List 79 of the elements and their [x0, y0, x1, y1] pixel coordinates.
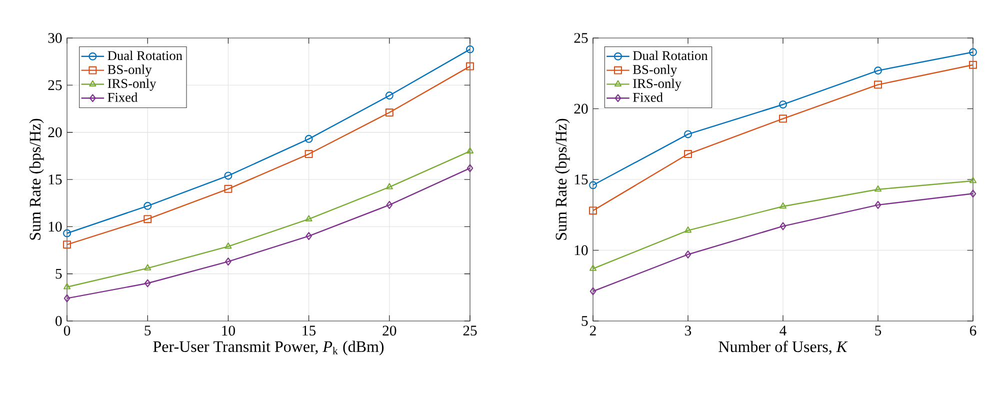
- legend-label: BS-only: [633, 64, 678, 77]
- legend-label: Dual Rotation: [633, 50, 708, 60]
- point: [684, 150, 692, 158]
- legend-label: IRS-only: [633, 78, 682, 91]
- point: [874, 185, 882, 192]
- point: [969, 176, 977, 184]
- point: [386, 200, 393, 209]
- x-tick-label: 3: [685, 326, 692, 336]
- point: [466, 147, 474, 154]
- point: [874, 200, 882, 209]
- x-tick-label: 4: [780, 326, 786, 336]
- y-tick-label: 0: [56, 316, 62, 326]
- point: [224, 172, 232, 180]
- x-tick-label: 6: [970, 326, 976, 336]
- point: [224, 242, 232, 249]
- y-tick-label: 20: [48, 127, 62, 138]
- point: [970, 190, 976, 198]
- x-tick-label: 5: [875, 326, 882, 336]
- point: [306, 232, 312, 240]
- y-tick-label: 25: [574, 33, 588, 43]
- point: [780, 222, 786, 230]
- point: [684, 250, 692, 258]
- point: [304, 150, 313, 158]
- y-axis-title: Sum Rate (bps/Hz): [29, 118, 44, 240]
- point: [144, 279, 151, 288]
- point: [144, 215, 152, 224]
- x-tick-label: 2: [590, 326, 596, 336]
- point: [779, 202, 787, 209]
- point: [466, 45, 474, 54]
- point: [385, 92, 394, 100]
- point: [684, 226, 692, 233]
- point: [466, 164, 474, 172]
- point: [779, 114, 787, 123]
- point: [466, 62, 474, 70]
- point: [305, 215, 312, 222]
- y-tick-label: 15: [574, 174, 588, 184]
- y-tick-label: 10: [48, 222, 62, 232]
- point: [589, 264, 597, 271]
- point: [225, 258, 232, 266]
- y-tick-label: 5: [56, 268, 62, 279]
- point: [968, 48, 977, 56]
- point: [63, 240, 72, 249]
- point: [63, 283, 71, 290]
- x-tick-label: 25: [463, 326, 477, 336]
- x-tick-label: 10: [222, 326, 235, 336]
- point: [874, 80, 882, 89]
- y-axis-title: Sum Rate (bps/Hz): [555, 118, 570, 240]
- point: [684, 130, 692, 138]
- legend-label: Fixed: [108, 92, 138, 102]
- point: [590, 287, 596, 296]
- y-tick-label: 15: [48, 174, 62, 184]
- legend-label: Dual Rotation: [108, 50, 182, 60]
- y-tick-label: 10: [574, 245, 588, 256]
- point: [779, 100, 787, 108]
- point: [968, 60, 977, 69]
- point: [144, 202, 152, 210]
- x-axis-title: Number of Users, K: [718, 340, 848, 354]
- point: [144, 264, 152, 270]
- point: [224, 184, 232, 193]
- y-tick-label: 5: [582, 316, 588, 326]
- x-tick-label: 20: [382, 326, 396, 336]
- y-tick-label: 25: [48, 80, 62, 90]
- point: [589, 206, 598, 215]
- x-tick-label: 0: [64, 326, 70, 336]
- point: [589, 181, 598, 190]
- y-tick-label: 20: [574, 104, 588, 114]
- point: [304, 134, 313, 143]
- point: [874, 66, 882, 75]
- legend-label: IRS-only: [108, 78, 156, 91]
- legend-label: BS-only: [108, 64, 152, 77]
- x-tick-label: 15: [302, 326, 316, 336]
- y-tick-label: 30: [48, 33, 62, 43]
- point: [385, 108, 394, 117]
- point: [64, 294, 70, 302]
- point: [386, 183, 393, 190]
- x-tick-label: 5: [144, 326, 151, 336]
- x-axis-title: Per-User Transmit Power, P$_{k}$ (dBm): [153, 340, 384, 356]
- legend-label: Fixed: [633, 92, 663, 102]
- point: [63, 229, 72, 238]
